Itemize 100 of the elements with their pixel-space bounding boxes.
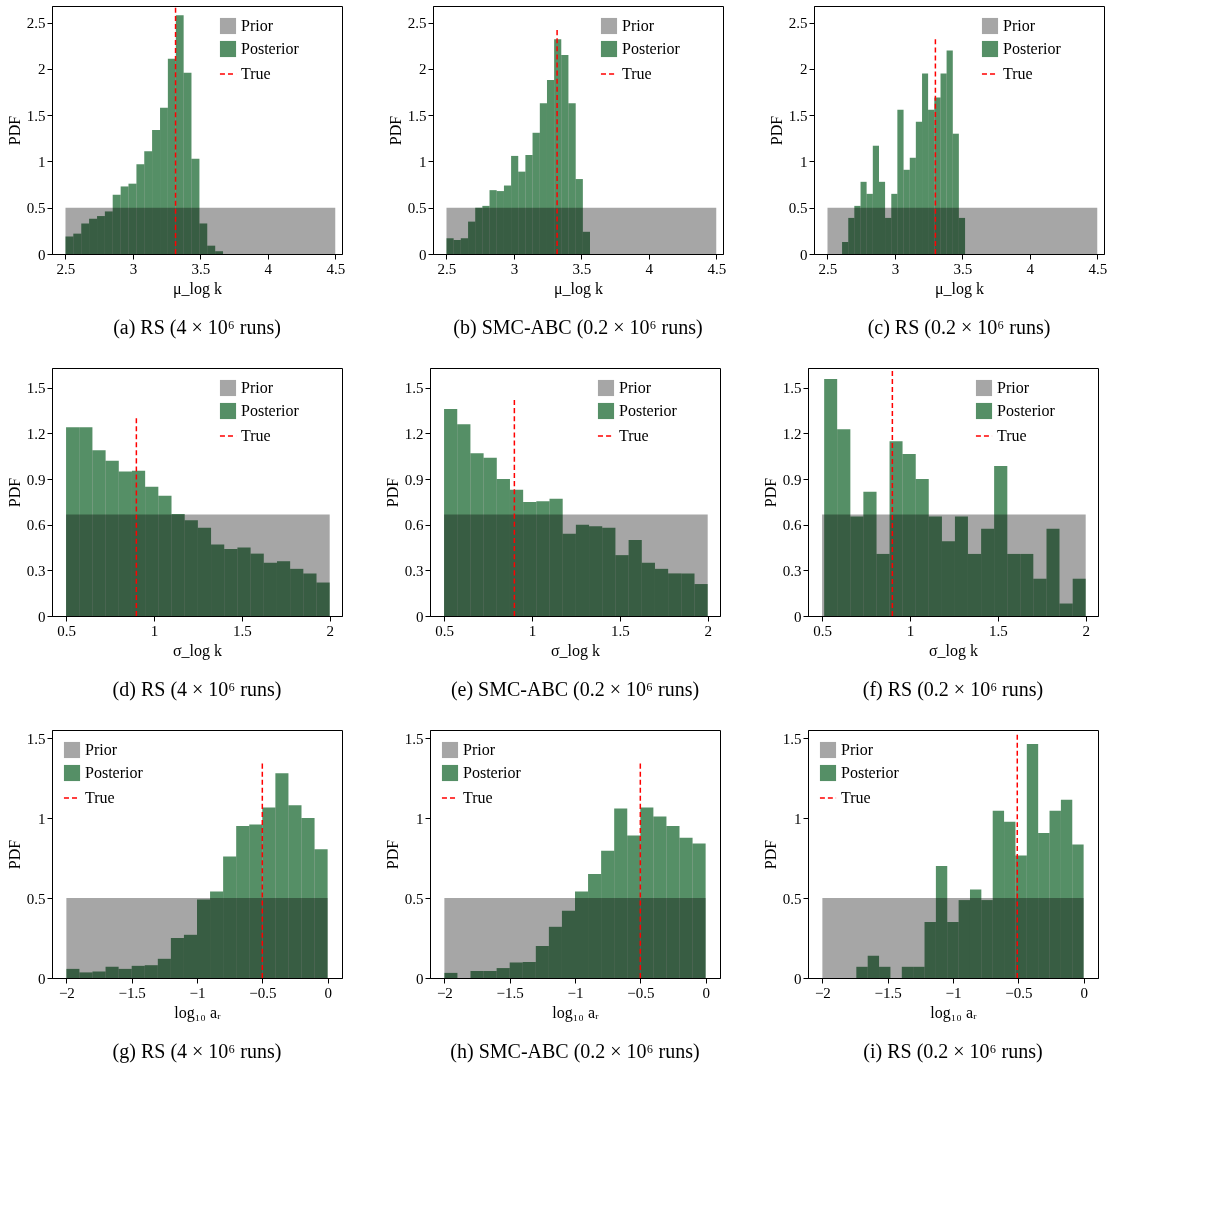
- y-tick-label: 1.5: [26, 730, 46, 747]
- y-axis-title: PDF: [5, 477, 23, 508]
- y-tick-label: 0.3: [404, 562, 424, 579]
- x-tick-label: 1.5: [610, 622, 630, 639]
- y-tick-label: 0: [794, 970, 802, 987]
- x-tick-label: −1: [189, 984, 206, 1001]
- y-tick-label: 2.5: [407, 15, 427, 32]
- y-tick-label: 1.5: [407, 107, 427, 124]
- y-tick-label: 1: [794, 810, 802, 827]
- legend-label: Posterior: [841, 764, 900, 781]
- y-tick-label: 1.5: [26, 107, 46, 124]
- legend-label: Prior: [1003, 17, 1036, 34]
- y-tick-label: 1: [800, 153, 808, 170]
- legend-label: Prior: [997, 379, 1030, 396]
- text: (i) RS (0.2 × 10⁶ runs): [863, 1040, 1043, 1063]
- legend-label: Posterior: [241, 40, 300, 57]
- y-tick-label: 0: [38, 970, 46, 987]
- legend-label: True: [85, 789, 115, 806]
- legend-label: True: [241, 427, 271, 444]
- text: (b) SMC-ABC (0.2 × 10⁶ runs): [453, 316, 703, 339]
- text: (e) SMC-ABC (0.2 × 10⁶ runs): [450, 678, 700, 701]
- x-tick-label: 0.5: [813, 622, 832, 639]
- x-tick-label: −1: [567, 984, 584, 1001]
- x-tick-label: −1.5: [118, 984, 146, 1001]
- y-tick-label: 2: [38, 61, 46, 78]
- legend-label: Posterior: [619, 402, 678, 419]
- x-tick-label: 2.5: [56, 260, 76, 277]
- text: (a) RS (4 × 10⁶ runs): [113, 316, 281, 339]
- legend-label: Prior: [241, 379, 274, 396]
- legend-label: True: [241, 65, 271, 82]
- legend-label: True: [997, 427, 1027, 444]
- x-tick-label: 1.5: [988, 622, 1008, 639]
- legend-label: True: [619, 427, 649, 444]
- x-tick-label: 4: [645, 260, 654, 277]
- y-tick-label: 1.5: [782, 730, 802, 747]
- legend-label: True: [622, 65, 652, 82]
- y-tick-label: 0.9: [782, 471, 802, 488]
- legend-label: Posterior: [85, 764, 144, 781]
- legend-label: Posterior: [997, 402, 1056, 419]
- x-tick-label: 3: [891, 260, 900, 277]
- x-tick-label: 4: [264, 260, 273, 277]
- text: (f) RS (0.2 × 10⁶ runs): [862, 678, 1044, 701]
- legend-label: True: [841, 789, 871, 806]
- legend-label: Posterior: [241, 402, 300, 419]
- y-tick-label: 0.9: [404, 471, 424, 488]
- y-tick-label: 0: [794, 608, 802, 625]
- legend-label: Posterior: [463, 764, 522, 781]
- y-tick-label: 1: [38, 153, 46, 170]
- legend-label: Posterior: [1003, 40, 1062, 57]
- x-tick-label: 2: [704, 622, 712, 639]
- x-tick-label: 3: [129, 260, 138, 277]
- y-axis-title: PDF: [386, 115, 404, 146]
- x-axis-title: log₁₀ aᵣ: [552, 1003, 600, 1022]
- y-tick-label: 0: [38, 246, 46, 263]
- legend-label: True: [1003, 65, 1033, 82]
- y-tick-label: 0.5: [404, 890, 424, 907]
- x-tick-label: 4: [1026, 260, 1035, 277]
- x-axis-title: log₁₀ aᵣ: [930, 1003, 978, 1022]
- x-axis-title: μ_log k: [172, 279, 223, 298]
- x-tick-label: −0.5: [249, 984, 277, 1001]
- y-tick-label: 1.5: [788, 107, 808, 124]
- y-tick-label: 0.5: [788, 200, 808, 217]
- y-tick-label: 1: [416, 810, 424, 827]
- x-axis-title: σ_log k: [928, 641, 979, 660]
- y-tick-label: 0.6: [26, 517, 46, 534]
- x-tick-label: −2: [58, 984, 75, 1001]
- y-tick-label: 0.5: [782, 890, 802, 907]
- x-tick-label: 0: [324, 984, 332, 1001]
- y-axis-title: PDF: [383, 839, 401, 870]
- y-tick-label: 1.2: [26, 425, 46, 442]
- text: (g) RS (4 × 10⁶ runs): [112, 1040, 282, 1063]
- x-tick-label: 0.5: [435, 622, 454, 639]
- y-tick-label: 1: [419, 153, 427, 170]
- y-axis-title: PDF: [761, 839, 779, 870]
- x-tick-label: 2.5: [818, 260, 838, 277]
- x-tick-label: 2: [1082, 622, 1090, 639]
- y-tick-label: 0.6: [404, 517, 424, 534]
- legend-label: Prior: [241, 17, 274, 34]
- legend-label: Prior: [85, 741, 118, 758]
- y-tick-label: 1.5: [404, 730, 424, 747]
- legend-label: Prior: [622, 17, 655, 34]
- x-tick-label: 1: [906, 622, 915, 639]
- y-tick-label: 2.5: [26, 15, 46, 32]
- y-tick-label: 0: [419, 246, 427, 263]
- y-tick-label: 0.5: [26, 200, 46, 217]
- x-axis-title: μ_log k: [934, 279, 985, 298]
- x-axis-title: σ_log k: [550, 641, 601, 660]
- legend-label: Prior: [463, 741, 496, 758]
- x-tick-label: 3.5: [572, 260, 592, 277]
- x-tick-label: 2: [326, 622, 334, 639]
- y-tick-label: 1.5: [26, 380, 46, 397]
- x-tick-label: 2.5: [437, 260, 457, 277]
- y-tick-label: 0.3: [26, 562, 46, 579]
- x-tick-label: −1: [945, 984, 962, 1001]
- x-tick-label: −1.5: [874, 984, 902, 1001]
- text: (h) SMC-ABC (0.2 × 10⁶ runs): [450, 1040, 700, 1063]
- x-tick-label: 4.5: [707, 260, 727, 277]
- x-tick-label: 4.5: [1088, 260, 1108, 277]
- x-tick-label: 0: [702, 984, 710, 1001]
- y-tick-label: 0: [38, 608, 46, 625]
